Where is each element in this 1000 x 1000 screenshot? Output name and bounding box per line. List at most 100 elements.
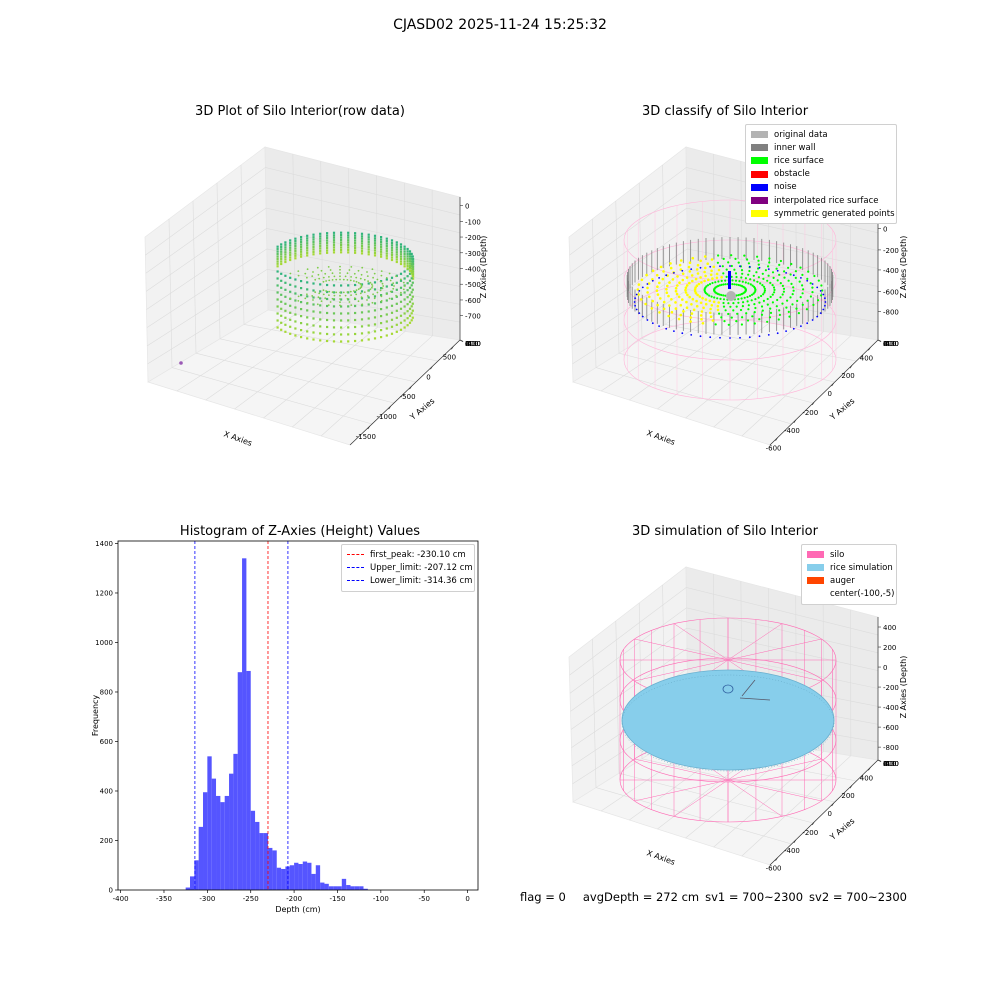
raw-point [300,294,303,297]
raw-point [319,290,322,293]
raw-point [332,312,336,315]
noise-point [729,337,731,339]
raw-point [306,247,309,250]
raw-point [312,317,315,320]
raw-point [326,241,329,245]
raw-point [346,297,349,300]
symmetric-point [696,263,700,267]
x-tick [451,346,454,350]
raw-point [340,236,343,239]
symmetric-point [685,300,688,304]
raw-point [319,245,322,248]
raw-point [411,255,414,258]
symmetric-point [668,281,671,284]
symmetric-point [662,300,666,304]
raw-point [381,287,384,290]
raw-point [294,237,297,240]
panel1-title: 3D Plot of Silo Interior(row data) [195,104,405,119]
raw-point [360,240,364,243]
noise-point [634,297,636,300]
symmetric-point [697,282,701,286]
grid-line [572,289,879,365]
raw-point [348,269,351,271]
y-tick-label: 600 [883,760,896,768]
raw-point [390,249,394,252]
raw-point [326,246,329,249]
raw-point [276,305,279,308]
raw-outlier-point [179,361,183,365]
y-tick-label: -400 [883,340,899,348]
symmetric-point [684,288,687,292]
raw-point [276,312,279,315]
raw-point [395,288,398,291]
raw-point [312,236,315,239]
raw-point [395,294,397,297]
grid-line [629,318,743,401]
rice-surface-point [741,305,745,308]
rice-surface-point [778,263,781,266]
raw-point [399,321,403,324]
rice-surface-point [767,274,770,277]
x-axis-line [769,759,879,866]
z-axis-label: Z Axies (Depth) [479,236,488,299]
panel2-legend: original data inner wall rice surface obsta… [745,124,897,225]
symmetric-point [706,262,709,266]
x-axis-label: Depth (cm) [275,905,320,914]
raw-point [312,250,315,253]
rice-surface-point [767,265,770,268]
raw-point [327,304,330,306]
silo-wire-spoke [727,659,822,682]
symmetric-point [684,286,688,290]
symmetric-point [667,314,670,318]
symmetric-point [674,289,678,293]
raw-point [408,267,412,270]
histogram-bar [237,672,243,890]
rice-surface-point [760,294,763,298]
raw-point [408,265,412,268]
raw-point [380,250,383,253]
rice-surface-point [730,264,733,268]
symmetric-point [716,308,720,312]
legend-label: auger [830,575,855,586]
raw-point [312,238,315,241]
raw-point [300,245,303,248]
y-tick-label: 800 [100,688,113,696]
legend-line-sample [347,554,364,556]
x-tick-label: -400 [784,847,800,855]
raw-point [342,278,345,281]
raw-point [332,251,336,254]
histogram-bar [263,833,269,890]
raw-point [347,326,350,329]
raw-point [408,272,412,275]
noise-point [690,334,693,336]
rice-surface-point [744,281,747,284]
symmetric-point [709,311,712,315]
rice-surface-point [771,284,774,287]
raw-point [380,294,383,297]
rice-surface-point [753,279,756,282]
symmetric-point [661,277,665,281]
rice-surface-point [705,285,708,288]
rice-surface-point [718,284,721,287]
rice-surface-point [734,257,737,260]
z-tick-label: -600 [883,724,899,732]
grid-line [146,228,461,310]
noise-point [767,334,770,336]
raw-point [357,269,360,272]
y-tick [877,339,882,342]
raw-point [385,249,388,252]
raw-point [284,258,287,261]
rice-surface-point [778,273,781,276]
raw-point [410,298,413,301]
raw-point [408,279,412,282]
x-tick [430,366,433,370]
raw-point [380,322,383,325]
rice-surface-point [769,281,772,284]
noise-point [819,312,822,314]
legend-line-sample [347,567,364,569]
symmetric-point [709,315,713,319]
legend-label: silo [830,549,845,560]
histogram-bar [268,847,273,890]
rice-surface-point [723,320,726,323]
symmetric-point [677,295,681,299]
